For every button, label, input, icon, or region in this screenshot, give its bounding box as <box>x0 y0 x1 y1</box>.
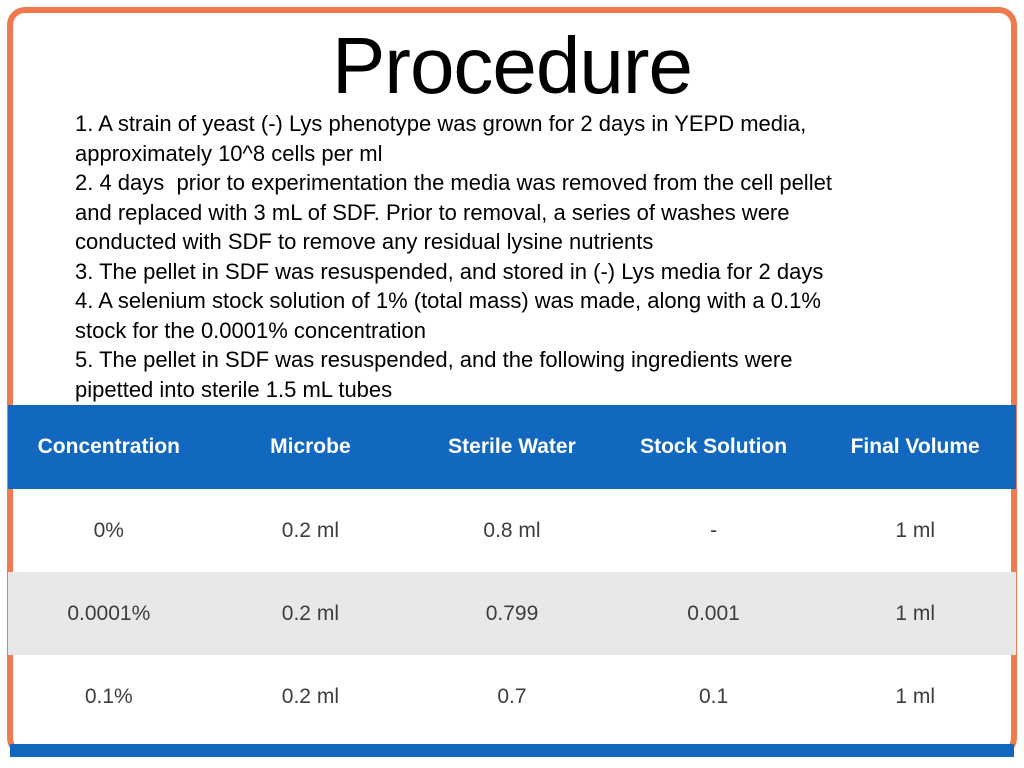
column-header-final-volume: Final Volume <box>850 435 980 458</box>
cell-stock-solution: 0.001 <box>687 601 740 625</box>
cell-microbe: 0.2 ml <box>281 601 339 625</box>
ingredients-table: Concentration Microbe Sterile Water Stoc… <box>8 405 1016 738</box>
cell-stock-solution: - <box>710 518 718 542</box>
cell-concentration: 0% <box>93 518 124 542</box>
column-header-microbe: Microbe <box>270 435 351 458</box>
cell-sterile-water: 0.799 <box>485 601 539 625</box>
cell-concentration: 0.0001% <box>67 601 151 625</box>
cell-microbe: 0.2 ml <box>281 518 339 542</box>
slide-title: Procedure <box>331 21 693 110</box>
table-row: 0% 0.2 ml 0.8 ml - 1 ml <box>8 489 1016 572</box>
table-row: 0.0001% 0.2 ml 0.799 0.001 1 ml <box>8 572 1016 655</box>
table-header-row: Concentration Microbe Sterile Water Stoc… <box>8 405 1016 489</box>
cell-sterile-water: 0.8 ml <box>483 518 541 542</box>
cell-sterile-water: 0.7 <box>497 684 527 708</box>
cell-stock-solution: 0.1 <box>698 684 729 708</box>
column-header-stock-solution: Stock Solution <box>640 435 788 458</box>
cell-final-volume: 1 ml <box>895 601 936 625</box>
procedure-steps-text: 1. A strain of yeast (-) Lys phenotype w… <box>75 111 832 402</box>
column-header-sterile-water: Sterile Water <box>448 435 576 458</box>
table-row: 0.1% 0.2 ml 0.7 0.1 1 ml <box>8 655 1016 738</box>
cell-microbe: 0.2 ml <box>281 684 339 708</box>
cell-concentration: 0.1% <box>84 684 133 708</box>
bottom-accent-bar <box>10 744 1014 757</box>
column-header-concentration: Concentration <box>37 435 180 458</box>
cell-final-volume: 1 ml <box>895 518 936 542</box>
cell-final-volume: 1 ml <box>895 684 936 708</box>
